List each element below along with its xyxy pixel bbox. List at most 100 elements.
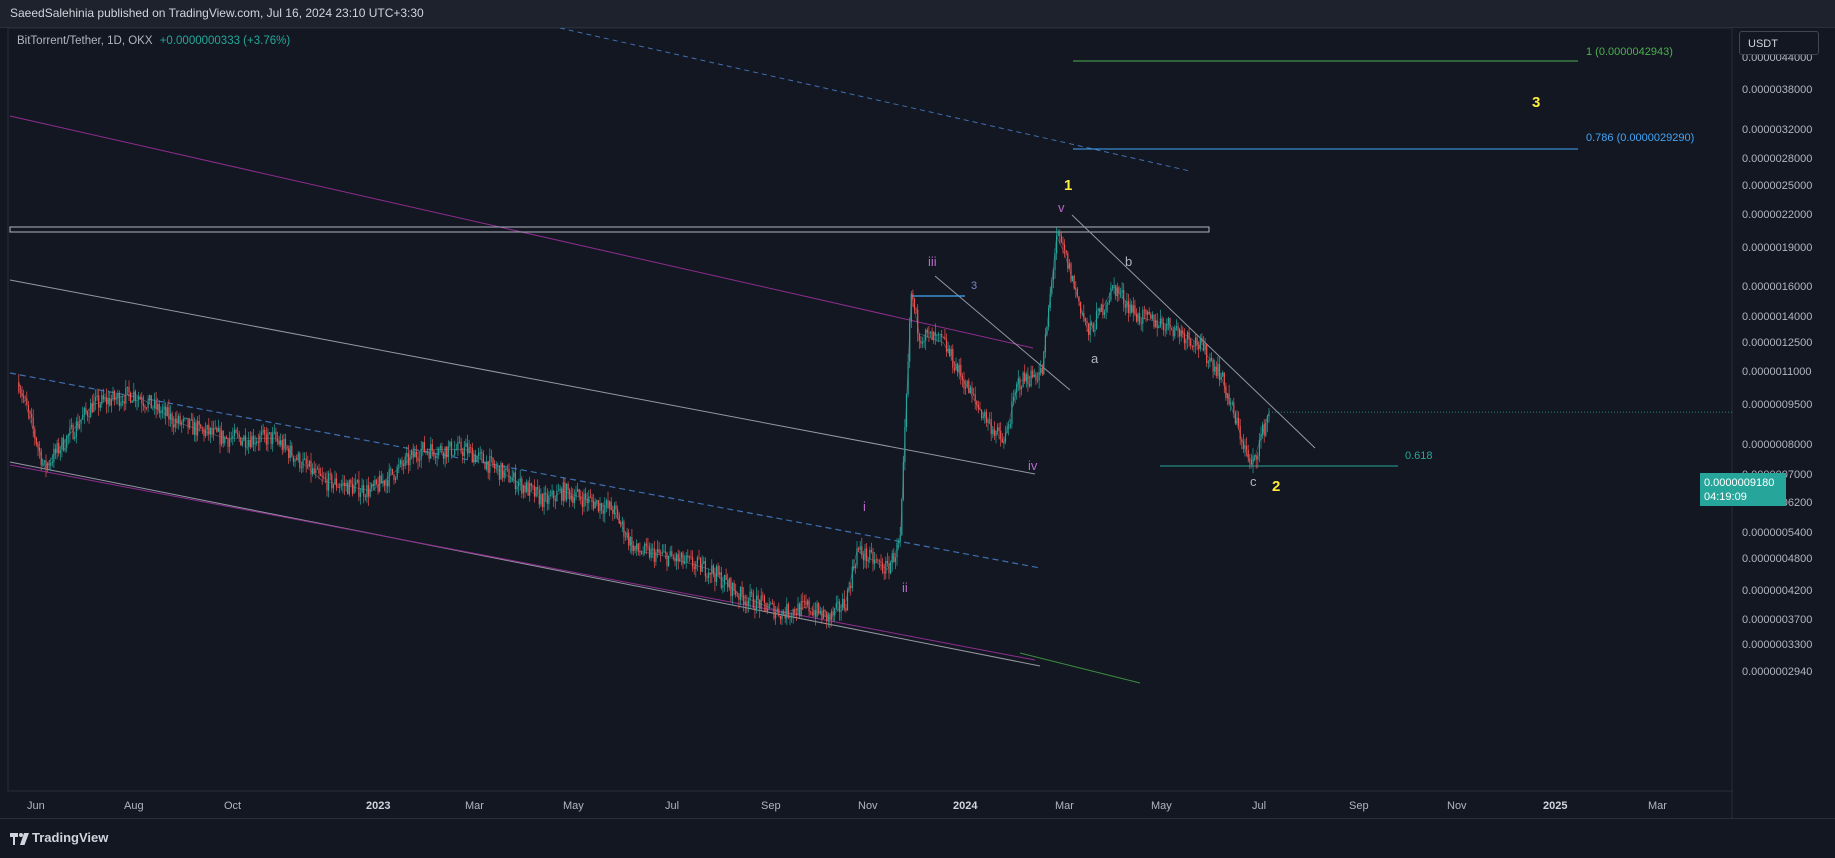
candle-body (219, 428, 221, 445)
candle-body (1091, 322, 1093, 326)
candle-body (395, 478, 397, 480)
candle-body (776, 608, 778, 613)
candle-body (1080, 301, 1082, 314)
candle-body (883, 571, 885, 574)
candle-body (984, 411, 986, 417)
fib-label-0786: 0.786 (0.0000029290) (1586, 132, 1694, 144)
candle-body (1003, 441, 1005, 443)
candle-body (278, 440, 280, 445)
candle-body (704, 561, 706, 577)
candle-body (433, 450, 435, 457)
candle-body (489, 456, 491, 473)
candle-body (589, 496, 591, 498)
time-tick-label: Nov (858, 800, 878, 812)
candle-body (1201, 338, 1203, 343)
candle-body (1052, 269, 1054, 281)
candle-body (139, 397, 141, 400)
time-tick-label: Jul (1252, 800, 1266, 812)
currency-unit-button[interactable]: USDT (1739, 31, 1819, 55)
candle-body (248, 440, 250, 447)
candle-body (618, 515, 620, 524)
candle-body (439, 446, 441, 449)
candle-body (1135, 314, 1138, 322)
candle-body (409, 455, 411, 466)
candle-body (1102, 304, 1104, 315)
time-axis[interactable]: Jun Aug Oct 2023 Mar May Jul Sep Nov 202… (27, 800, 1667, 812)
candle-body (794, 609, 796, 614)
candle-body (1004, 432, 1007, 442)
candle-body (870, 549, 872, 552)
candle-body (403, 464, 405, 466)
candle-body (259, 435, 261, 443)
candle-body (1064, 244, 1066, 251)
candle-body (904, 427, 906, 463)
candle-body (626, 532, 628, 537)
candle-body (107, 398, 109, 405)
candle-body (688, 556, 690, 558)
candle-body (784, 613, 786, 619)
chart-panel[interactable]: 1 (0.0000042943) 0.786 (0.0000029290) 0.… (0, 28, 1835, 857)
candle-body (596, 500, 598, 503)
descending-trend-line-wave-2 (1071, 214, 1316, 449)
candle-body (254, 442, 256, 445)
candle-body (366, 485, 368, 498)
candle-body (569, 490, 571, 500)
candle-body (37, 444, 39, 448)
candle-body (391, 468, 393, 475)
candle-body (117, 393, 119, 398)
candle-body (768, 603, 770, 609)
candle-body (1241, 439, 1243, 442)
candle-body (944, 336, 946, 340)
candle-body (709, 572, 711, 575)
candle-body (251, 435, 253, 448)
candle-body (570, 495, 572, 500)
tradingview-logo-text[interactable]: TradingView (32, 830, 109, 845)
price-tick-label: 0.0000019000 (1742, 242, 1812, 254)
candle-body (1231, 402, 1233, 404)
candle-body (958, 365, 960, 373)
candle-body (428, 452, 430, 459)
candle-body (1226, 393, 1229, 398)
footer: TradingView (0, 818, 1835, 858)
candle-body (348, 480, 350, 495)
candle-body (749, 591, 751, 601)
candle-body (752, 593, 754, 608)
price-chart[interactable]: 1 (0.0000042943) 0.786 (0.0000029290) 0.… (0, 28, 1835, 857)
candle-body (1067, 253, 1069, 269)
candle-body (482, 453, 484, 463)
price-axis[interactable]: 0.0000044000 0.0000038000 0.0000032000 0… (1742, 52, 1812, 678)
candle-body (609, 501, 611, 508)
candle-body (706, 576, 708, 578)
candle-body (1032, 370, 1034, 378)
candle-body (1040, 368, 1042, 373)
time-tick-label: Sep (1349, 800, 1369, 812)
candle-body (307, 464, 309, 467)
tradingview-logo-icon[interactable] (10, 833, 30, 845)
candle-body (725, 574, 727, 581)
candle-body (31, 414, 33, 418)
price-tick-label: 0.0000008000 (1742, 439, 1812, 451)
candle-body (1233, 402, 1235, 413)
candle-body (982, 416, 984, 418)
candle-body (549, 495, 552, 496)
candle-body (222, 430, 224, 444)
candle-body (1081, 312, 1083, 314)
symbol-legend[interactable]: BitTorrent/Tether, 1D, OKX +0.0000000333… (17, 35, 290, 47)
candle-body (953, 367, 955, 371)
candle-body (902, 462, 904, 500)
candle-body (597, 500, 599, 512)
candle-body (102, 395, 104, 400)
candle-body (805, 601, 807, 605)
candle-body (361, 485, 363, 493)
candle-body (217, 428, 219, 432)
candle-body (682, 552, 684, 564)
candle-body (754, 607, 756, 611)
candle-body (1108, 300, 1110, 303)
candle-body (826, 611, 828, 622)
candle-body (98, 395, 100, 408)
candle-body (562, 482, 564, 501)
candle-body (743, 595, 745, 605)
candle-body (233, 430, 235, 437)
candle-body (778, 608, 780, 617)
candle-body (1225, 386, 1227, 399)
